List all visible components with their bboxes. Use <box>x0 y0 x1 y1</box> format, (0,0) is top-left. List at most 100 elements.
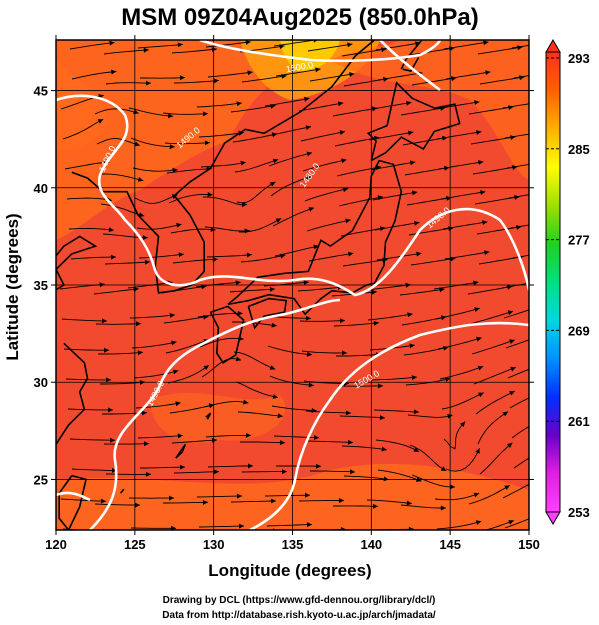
streamline <box>405 377 451 386</box>
streamline <box>134 194 178 204</box>
streamline <box>375 42 421 51</box>
x-tick-label: 120 <box>45 537 67 552</box>
streamline-arrow <box>407 312 413 318</box>
streamline-arrow <box>137 177 144 182</box>
streamline <box>375 439 420 453</box>
streamline-arrow <box>177 42 183 48</box>
streamline <box>271 405 317 412</box>
streamline <box>140 466 186 469</box>
credit-drawing: Drawing by DCL (https://www.gfd-dennou.o… <box>163 595 436 606</box>
streamline-arrow <box>172 167 178 173</box>
colorbar-tick-label: 293 <box>568 51 590 66</box>
streamline <box>475 390 515 415</box>
streamline-arrow <box>476 336 482 342</box>
streamline <box>204 226 250 232</box>
streamline <box>70 256 116 260</box>
streamline-arrow <box>413 409 419 415</box>
streamline <box>264 97 310 107</box>
streamline <box>240 441 286 444</box>
streamline-arrow <box>478 392 484 398</box>
streamline-arrow <box>510 366 516 372</box>
x-tick-label: 150 <box>518 537 540 552</box>
streamline <box>105 82 151 85</box>
streamline-arrow <box>238 130 244 136</box>
streamline <box>163 316 209 324</box>
streamline-arrow <box>514 195 520 200</box>
streamline <box>233 351 276 370</box>
streamline-arrow <box>474 100 480 105</box>
streamline <box>166 168 212 174</box>
streamline <box>334 136 380 147</box>
streamline-arrow <box>111 69 117 75</box>
streamline <box>411 77 457 86</box>
streamline <box>168 193 213 204</box>
streamline-arrow <box>169 495 174 501</box>
streamline-arrow <box>442 135 448 141</box>
streamline-arrow <box>372 503 378 509</box>
streamline <box>93 288 139 295</box>
streamline <box>103 443 150 445</box>
streamline <box>436 520 482 530</box>
streamline-arrow <box>248 463 253 469</box>
streamline <box>343 475 389 481</box>
streamline-arrow <box>179 464 185 470</box>
streamline <box>336 353 382 357</box>
streamline-arrow <box>306 351 312 357</box>
streamline <box>94 503 140 506</box>
streamline-arrow <box>213 78 219 84</box>
height-contour <box>379 40 441 92</box>
x-tick-label: 130 <box>203 537 225 552</box>
streamline-arrow <box>473 492 480 498</box>
streamline-arrow <box>541 278 546 283</box>
streamline <box>309 73 355 82</box>
streamline-arrow <box>210 226 216 232</box>
streamline <box>399 288 445 296</box>
streamline <box>196 102 242 108</box>
streamline <box>335 534 380 536</box>
height-contour <box>56 491 91 502</box>
streamline <box>136 223 182 230</box>
streamline <box>207 465 254 468</box>
colorbar-scale <box>545 51 561 513</box>
streamline-arrow <box>416 251 422 257</box>
streamline <box>511 44 529 49</box>
height-contour <box>199 40 442 63</box>
streamline-arrow <box>507 442 513 448</box>
streamline <box>372 191 418 201</box>
streamline-arrow <box>172 369 179 375</box>
streamline-arrow <box>134 141 140 147</box>
streamline <box>479 76 525 85</box>
streamline <box>306 219 351 232</box>
streamline-arrow <box>476 130 482 135</box>
streamline-arrow <box>171 525 176 530</box>
streamline-arrow <box>238 523 244 529</box>
streamline <box>98 351 143 355</box>
streamline <box>341 445 387 451</box>
streamline <box>196 495 243 498</box>
streamline <box>513 75 529 79</box>
streamline-arrow <box>305 125 311 131</box>
streamline-arrow <box>313 435 319 440</box>
streamline-arrow <box>345 218 351 224</box>
streamline-arrow <box>477 365 484 371</box>
y-axis: 25 30 35 40 45 <box>34 84 534 487</box>
streamline <box>241 75 287 83</box>
streamline <box>69 438 115 441</box>
streamline <box>98 173 144 182</box>
streamline-arrow <box>408 130 414 136</box>
streamline <box>371 376 417 381</box>
streamline <box>104 261 150 265</box>
streamline-arrow <box>519 75 525 81</box>
streamline <box>374 222 420 231</box>
y-tick-label: 35 <box>34 278 48 293</box>
map-title: MSM 09Z04Aug2025 (850.0hPa) <box>121 4 478 31</box>
streamline <box>165 339 210 354</box>
streamline <box>511 425 529 439</box>
streamline-arrow <box>510 135 516 140</box>
streamline-arrow <box>305 315 311 321</box>
streamline-arrow <box>377 383 383 389</box>
streamline <box>509 397 529 409</box>
streamline-arrow <box>444 165 450 171</box>
streamline <box>510 224 529 229</box>
y-tick-label: 45 <box>34 84 48 99</box>
